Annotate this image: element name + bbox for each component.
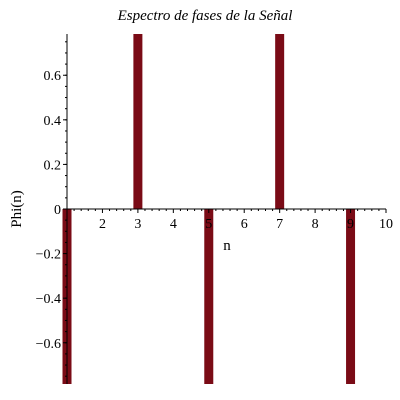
x-tick-label: 8 bbox=[312, 217, 319, 232]
x-tick-label: 3 bbox=[134, 217, 141, 232]
y-tick-label: 0.2 bbox=[44, 158, 62, 173]
bar-n-3 bbox=[133, 34, 143, 209]
x-tick-label: 9 bbox=[347, 217, 354, 232]
x-tick-label: 5 bbox=[205, 217, 212, 232]
y-tick-label: −0.2 bbox=[36, 248, 61, 263]
y-axis-label: Phi(n) bbox=[9, 190, 25, 228]
x-tick-label: 7 bbox=[276, 217, 283, 232]
y-tick-label: 0.6 bbox=[44, 69, 62, 84]
y-tick-label: 0 bbox=[54, 203, 61, 218]
y-ticks-group: 0.6 0.4 0.2 0 −0.2 −0.4 −0.6 bbox=[36, 41, 67, 377]
y-tick-label: −0.6 bbox=[36, 337, 61, 352]
bar-n-5 bbox=[204, 209, 214, 384]
chart-title: Espectro de fases de la Señal bbox=[117, 8, 293, 24]
bar-n-9 bbox=[346, 209, 356, 384]
x-tick-label: 4 bbox=[170, 217, 177, 232]
x-tick-label: 2 bbox=[99, 217, 106, 232]
x-tick-label: 10 bbox=[379, 217, 393, 232]
x-tick-label: 6 bbox=[241, 217, 248, 232]
y-tick-label: −0.4 bbox=[36, 292, 61, 307]
y-tick-label: 0.4 bbox=[44, 114, 62, 129]
bar-n-7 bbox=[275, 34, 285, 209]
x-axis-label: n bbox=[223, 238, 231, 254]
x-ticks-group: 2 3 4 5 6 7 8 9 10 bbox=[73, 209, 393, 232]
